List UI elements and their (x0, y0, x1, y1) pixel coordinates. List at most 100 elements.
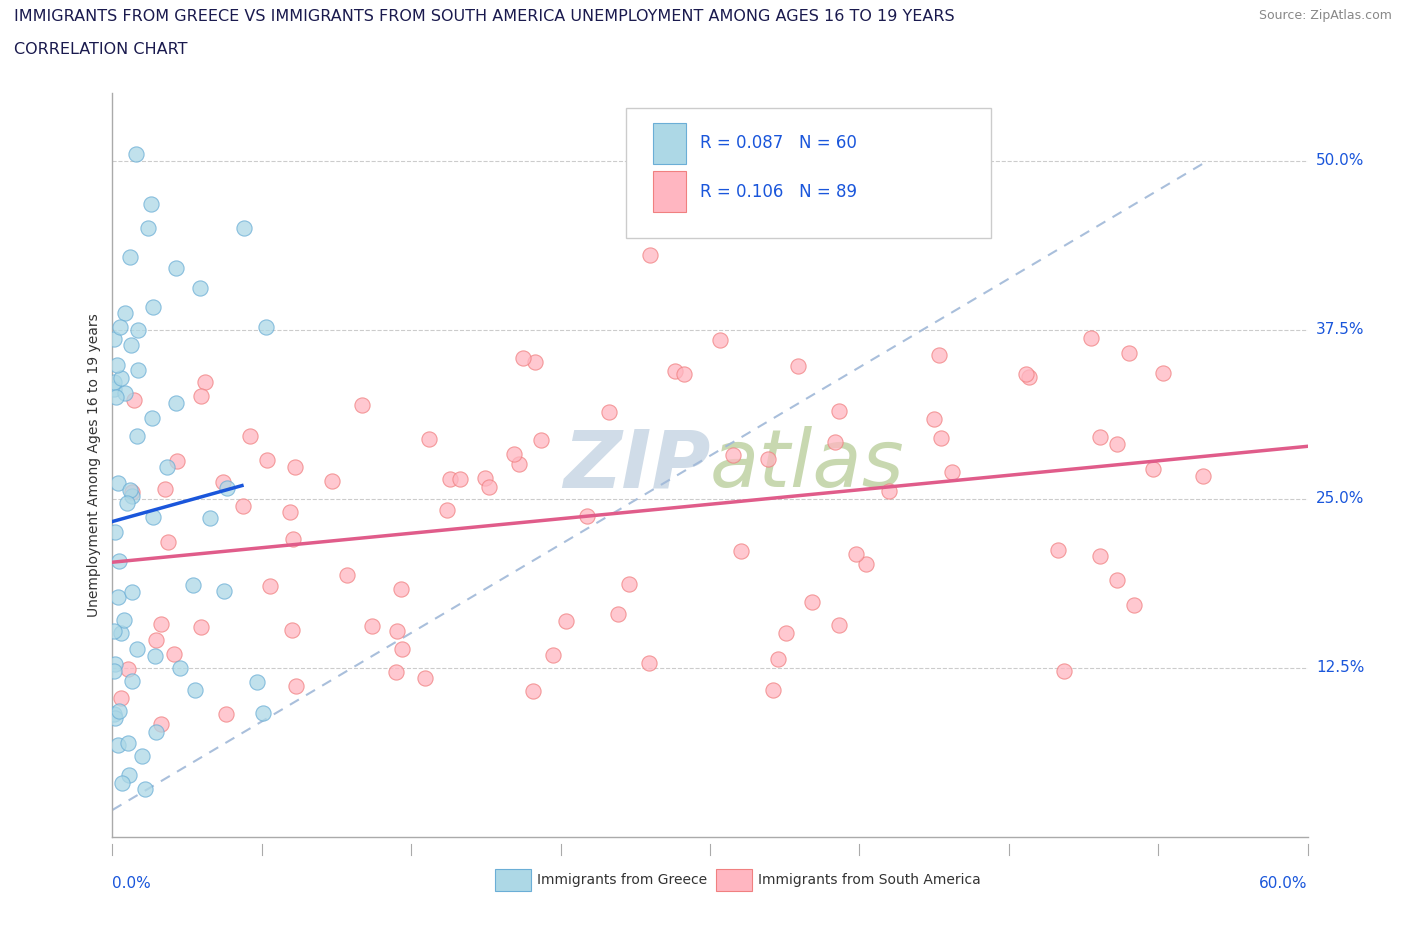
Point (391, 642, 413, 657)
Point (108, 320, 131, 335)
Point (149, 717, 172, 732)
Point (1080, 330, 1102, 345)
Text: R = 0.106   N = 89: R = 0.106 N = 89 (700, 182, 858, 201)
Point (617, 576, 640, 591)
Point (104, 525, 127, 539)
Point (108, 553, 131, 568)
Point (112, 613, 135, 628)
Point (166, 454, 188, 469)
Point (194, 374, 217, 389)
Point (768, 651, 790, 666)
Point (723, 447, 745, 462)
Point (575, 509, 598, 524)
Text: 60.0%: 60.0% (1260, 876, 1308, 891)
Point (122, 392, 145, 407)
Point (103, 374, 125, 389)
Point (598, 405, 620, 419)
Point (941, 465, 963, 480)
Point (165, 395, 187, 410)
Point (756, 451, 779, 466)
Point (149, 617, 172, 631)
Point (640, 248, 662, 263)
Point (1107, 573, 1129, 588)
Point (127, 429, 149, 444)
Text: 50.0%: 50.0% (1316, 153, 1364, 168)
Point (103, 331, 125, 346)
Point (110, 625, 132, 640)
Text: 25.0%: 25.0% (1316, 491, 1364, 506)
Point (508, 457, 530, 472)
Point (524, 355, 547, 370)
Point (278, 504, 301, 519)
Point (350, 398, 373, 413)
Point (103, 382, 125, 397)
Point (145, 724, 167, 739)
Point (478, 479, 501, 494)
Point (156, 460, 179, 475)
Point (163, 646, 186, 661)
Point (928, 348, 950, 363)
Point (107, 590, 129, 604)
Point (143, 648, 166, 663)
Point (212, 584, 235, 599)
Point (285, 678, 308, 693)
Point (104, 711, 127, 725)
Point (828, 404, 851, 418)
Point (120, 250, 142, 265)
Point (127, 363, 149, 378)
Point (246, 674, 269, 689)
Point (169, 660, 191, 675)
Point (1191, 469, 1213, 484)
Point (530, 432, 553, 447)
Point (877, 484, 900, 498)
Point (607, 607, 630, 622)
Point (1088, 549, 1111, 564)
Point (131, 749, 153, 764)
Point (232, 498, 254, 513)
Point (103, 624, 125, 639)
Text: ZIP: ZIP (562, 426, 710, 504)
Point (121, 585, 143, 600)
Point (232, 221, 254, 236)
Point (108, 703, 131, 718)
Point (127, 323, 149, 338)
Point (672, 366, 695, 381)
Text: IMMIGRANTS FROM GREECE VS IMMIGRANTS FROM SOUTH AMERICA UNEMPLOYMENT AMONG AGES : IMMIGRANTS FROM GREECE VS IMMIGRANTS FRO… (14, 9, 955, 24)
Point (1118, 346, 1140, 361)
Point (214, 706, 236, 721)
Point (259, 578, 281, 593)
Point (385, 624, 408, 639)
Point (105, 390, 128, 405)
Text: Immigrants from Greece: Immigrants from Greece (537, 873, 707, 887)
Point (103, 707, 125, 722)
Point (181, 578, 204, 592)
Text: Immigrants from South America: Immigrants from South America (758, 873, 980, 887)
Point (281, 532, 304, 547)
Point (121, 488, 143, 503)
Point (512, 351, 534, 365)
Point (762, 682, 785, 697)
Point (664, 363, 686, 378)
Point (1090, 430, 1112, 445)
Text: R = 0.087   N = 60: R = 0.087 N = 60 (700, 134, 858, 153)
Point (449, 472, 471, 486)
Point (256, 453, 278, 468)
Point (212, 474, 235, 489)
Point (413, 671, 436, 685)
Point (1015, 366, 1038, 381)
Point (198, 512, 221, 526)
Bar (652, 123, 686, 164)
Point (1142, 462, 1164, 477)
Point (1052, 664, 1074, 679)
Bar (652, 171, 686, 212)
Text: Source: ZipAtlas.com: Source: ZipAtlas.com (1258, 9, 1392, 22)
Point (555, 614, 578, 629)
Text: 0.0%: 0.0% (112, 876, 152, 891)
Point (121, 485, 143, 499)
Point (145, 632, 167, 647)
Point (360, 619, 382, 634)
Point (103, 663, 125, 678)
Point (775, 626, 797, 641)
Point (125, 642, 148, 657)
Point (114, 386, 136, 401)
